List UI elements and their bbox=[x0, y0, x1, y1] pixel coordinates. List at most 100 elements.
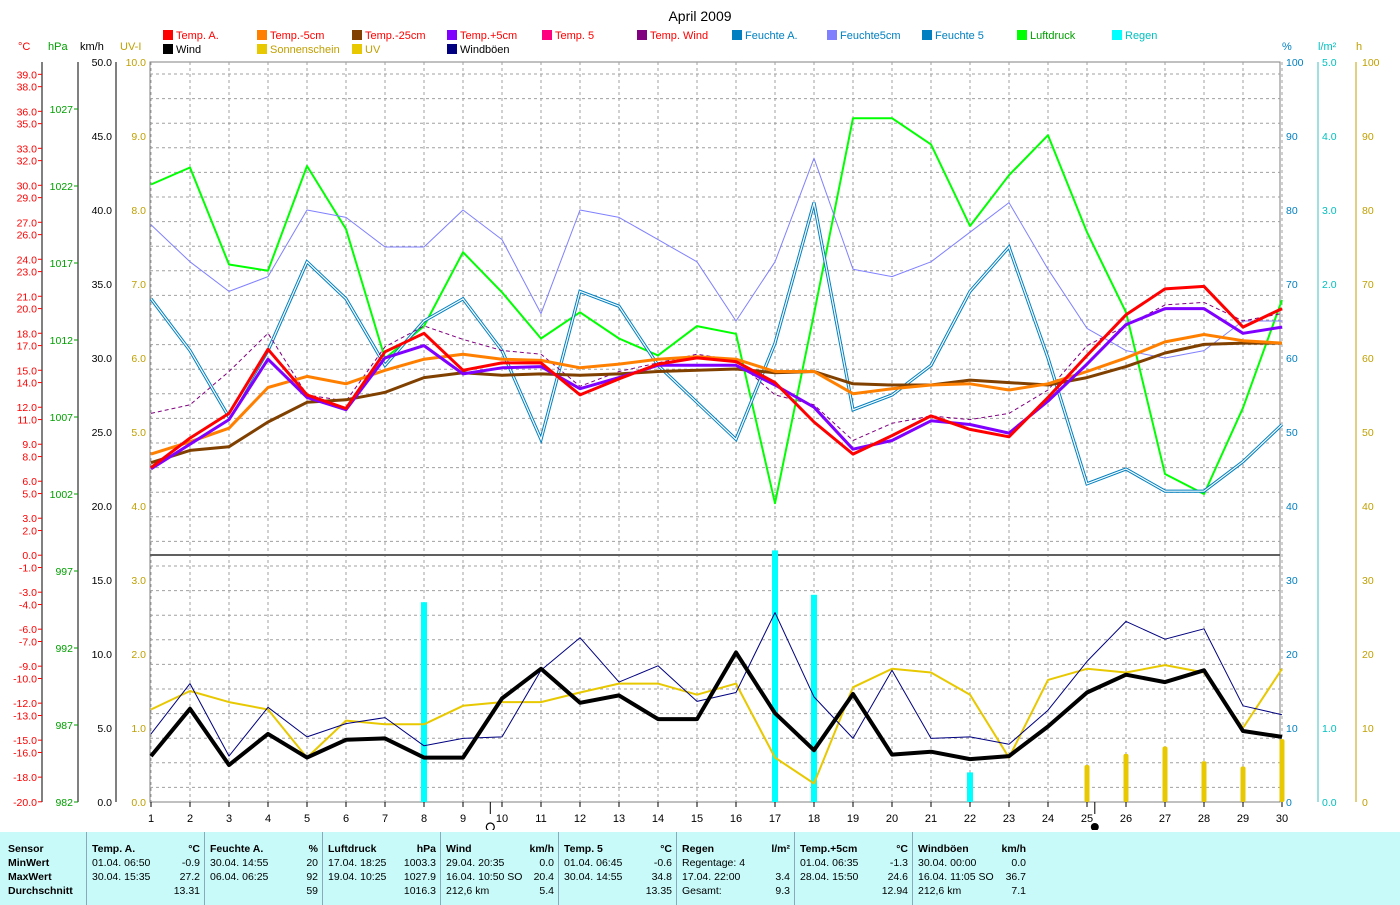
chart-title: April 2009 bbox=[668, 8, 731, 24]
axis-tick-label: 1.0 bbox=[131, 723, 146, 735]
legend-label: Temp.-5cm bbox=[270, 30, 324, 42]
legend-swatch bbox=[163, 44, 173, 54]
axis-tick-label: -15.0 bbox=[13, 735, 37, 747]
legend-swatch bbox=[732, 30, 742, 40]
legend-swatch bbox=[447, 44, 457, 54]
axis-tick-label: 26.0 bbox=[17, 230, 38, 242]
x-tick-label: 3 bbox=[226, 813, 232, 825]
x-tick-label: 12 bbox=[574, 813, 586, 825]
series-line-luftdruck bbox=[150, 117, 1283, 505]
legend-label: Feuchte5cm bbox=[840, 30, 901, 42]
axis-tick-label: 32.0 bbox=[17, 156, 38, 168]
stats-avg-value: 9.3 bbox=[775, 885, 790, 897]
stats-column-divider bbox=[204, 832, 205, 905]
stats-column-divider bbox=[676, 832, 677, 905]
axis-tick-label: 20.0 bbox=[92, 501, 113, 513]
x-tick-label: 5 bbox=[304, 813, 310, 825]
axis-tick-label: 1027 bbox=[50, 104, 74, 116]
legend-swatch bbox=[1017, 30, 1027, 40]
legend-swatch bbox=[163, 30, 173, 40]
uv-bar bbox=[1084, 765, 1090, 802]
stats-avg-value: 59 bbox=[306, 885, 318, 897]
axis-tick-label: 10 bbox=[1286, 723, 1298, 735]
stats-column-unit: hPa bbox=[416, 843, 436, 855]
series-line-feuchte-a--inner bbox=[150, 202, 1283, 492]
axis-tick-label: 8.0 bbox=[131, 205, 146, 217]
stats-row-label: Durchschnitt bbox=[8, 885, 73, 897]
axis-tick-label: 15.0 bbox=[17, 365, 38, 377]
axis-tick-label: -12.0 bbox=[13, 698, 37, 710]
stats-column-divider bbox=[794, 832, 795, 905]
rain-bar bbox=[811, 594, 817, 802]
axis-tick-label: 997 bbox=[55, 566, 73, 578]
stats-column-divider bbox=[86, 832, 87, 905]
stats-avg-value: 12.94 bbox=[881, 885, 908, 897]
axis-tick-label: 10.0 bbox=[92, 649, 113, 661]
x-tick-label: 11 bbox=[535, 813, 546, 825]
axis-tick-label: 9.0 bbox=[131, 131, 146, 143]
stats-column-divider bbox=[912, 832, 913, 905]
legend-label: Feuchte A. bbox=[745, 30, 798, 42]
axis-tick-label: 15.0 bbox=[92, 575, 113, 587]
axis-tick-label: 7.0 bbox=[131, 279, 146, 291]
stats-max-time: 16.04. 11:05 SO bbox=[918, 871, 994, 883]
x-tick-label: 4 bbox=[265, 813, 271, 825]
axis-tick-label: 50.0 bbox=[92, 57, 113, 69]
stats-column-name: Temp.+5cm bbox=[800, 843, 858, 855]
legend-label: Windböen bbox=[460, 44, 510, 56]
sun-axis-title: h bbox=[1356, 41, 1362, 53]
stats-column-name: Luftdruck bbox=[328, 843, 377, 855]
axis-tick-label: 987 bbox=[55, 720, 73, 732]
axis-tick-label: 3.0 bbox=[22, 513, 37, 525]
axis-tick-label: 60 bbox=[1286, 353, 1298, 365]
x-tick-label: 27 bbox=[1159, 813, 1171, 825]
x-tick-label: 13 bbox=[613, 813, 625, 825]
legend-label: Sonnenschein bbox=[270, 44, 340, 56]
legend-label: Regen bbox=[1125, 30, 1157, 42]
axis-tick-label: 0 bbox=[1362, 797, 1368, 809]
axis-tick-label: 1007 bbox=[50, 412, 74, 424]
x-tick-label: 2 bbox=[187, 813, 193, 825]
x-tick-label: 7 bbox=[382, 813, 388, 825]
axis-tick-label: 1017 bbox=[50, 258, 74, 270]
x-tick-label: 24 bbox=[1042, 813, 1054, 825]
stats-column-name: Temp. A. bbox=[92, 843, 136, 855]
legend-label: Temp.-25cm bbox=[365, 30, 426, 42]
axis-tick-label: 11.0 bbox=[17, 415, 37, 427]
axis-tick-label: 90 bbox=[1286, 131, 1298, 143]
humidity-axis-title: % bbox=[1282, 41, 1292, 53]
stats-column-divider bbox=[322, 832, 323, 905]
stats-avg-label: 212,6 km bbox=[918, 885, 962, 897]
legend-label: Temp. A. bbox=[176, 30, 219, 42]
stats-min-value: 20 bbox=[306, 857, 318, 869]
x-tick-label: 10 bbox=[496, 813, 508, 825]
stats-column-unit: km/h bbox=[1001, 843, 1026, 855]
axis-tick-label: -9.0 bbox=[19, 661, 37, 673]
axis-tick-label: 5.0 bbox=[1322, 57, 1337, 69]
axis-tick-label: 39.0 bbox=[17, 69, 38, 81]
axis-tick-label: -4.0 bbox=[19, 600, 37, 612]
axis-tick-label: 5.0 bbox=[131, 427, 146, 439]
legend-label: Wind bbox=[176, 44, 201, 56]
rain-bar bbox=[421, 602, 427, 802]
wind-axis-title: km/h bbox=[80, 41, 104, 53]
axis-tick-label: 25.0 bbox=[92, 427, 113, 439]
stats-min-value: -0.9 bbox=[181, 857, 200, 869]
legend-swatch bbox=[922, 30, 932, 40]
stats-min-time: 01.04. 06:50 bbox=[92, 857, 151, 869]
axis-tick-label: 10 bbox=[1362, 723, 1374, 735]
stats-column-unit: °C bbox=[188, 843, 200, 855]
axis-tick-label: -7.0 bbox=[19, 637, 37, 649]
legend-swatch bbox=[637, 30, 647, 40]
new-moon-icon bbox=[1090, 823, 1099, 830]
stats-max-value: 27.2 bbox=[179, 871, 200, 883]
stats-column-name: Feuchte A. bbox=[210, 843, 264, 855]
axis-tick-label: 0.0 bbox=[1322, 797, 1337, 809]
stats-min-value: 0.0 bbox=[1011, 857, 1026, 869]
axis-tick-label: 2.0 bbox=[22, 526, 37, 538]
axis-tick-label: 70 bbox=[1362, 279, 1374, 291]
rain-bar bbox=[772, 550, 778, 802]
axis-tick-label: 30 bbox=[1362, 575, 1374, 587]
axis-tick-label: 1022 bbox=[50, 181, 74, 193]
stats-min-time: Regentage: 4 bbox=[682, 857, 746, 869]
